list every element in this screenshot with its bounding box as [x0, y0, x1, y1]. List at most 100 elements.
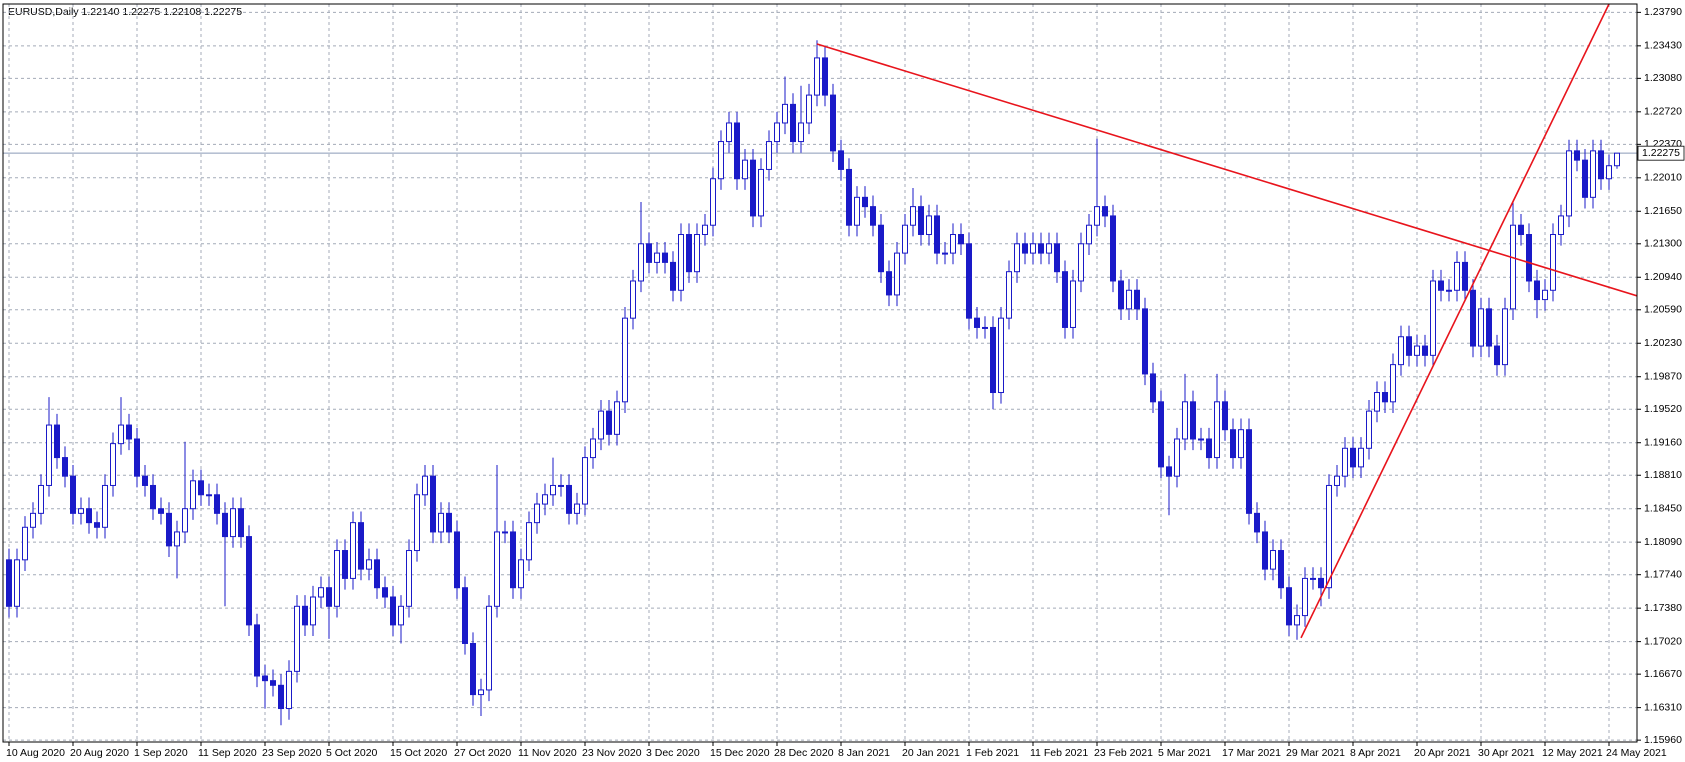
candle-body [150, 484, 156, 510]
candle-body [510, 531, 516, 589]
candle-body [430, 475, 436, 533]
candle-body [310, 596, 316, 626]
candle-body [854, 196, 860, 226]
candle-body [614, 401, 620, 435]
candle-body [1318, 577, 1324, 589]
candle-body [230, 508, 236, 538]
candle-body [558, 484, 564, 487]
candle-body [182, 508, 188, 533]
y-tick-label: 1.16670 [1644, 668, 1682, 680]
candle-body [902, 224, 908, 254]
x-tick-label: 1 Sep 2020 [134, 747, 188, 759]
candle-body [110, 443, 116, 486]
candle-body [958, 234, 964, 245]
candle-body [422, 475, 428, 496]
candle-body [334, 550, 340, 607]
candle-body [94, 522, 100, 528]
x-tick-label: 20 Apr 2021 [1414, 747, 1471, 759]
candle-body [1446, 289, 1452, 292]
x-tick-label: 23 Nov 2020 [582, 747, 642, 759]
candle-body [446, 512, 452, 533]
candle-body [950, 234, 956, 254]
candle-body [1350, 447, 1356, 468]
candle-body [670, 261, 676, 291]
candle-body [14, 559, 20, 607]
candle-body [38, 484, 44, 514]
candle-body [718, 141, 724, 180]
x-tick-label: 11 Sep 2020 [198, 747, 257, 759]
candle-body [1326, 484, 1332, 589]
candle-body [1478, 308, 1484, 347]
candle-body [166, 512, 172, 547]
candle-body [998, 317, 1004, 394]
candle-body [1606, 165, 1612, 180]
candle-body [1574, 150, 1580, 161]
candle-body [318, 587, 324, 598]
trendline [1300, 4, 1610, 639]
candle-body [1614, 152, 1620, 167]
candle-body [1110, 215, 1116, 282]
candle-body [1158, 401, 1164, 468]
y-tick-label: 1.19520 [1644, 403, 1682, 415]
candle-body [1454, 261, 1460, 291]
candle-body [1486, 308, 1492, 347]
candle-body [158, 508, 164, 514]
candle-body [646, 243, 652, 263]
candle-body [70, 475, 76, 514]
candle-body [478, 689, 484, 696]
y-tick-label: 1.23790 [1644, 6, 1682, 18]
candle-body [518, 559, 524, 589]
y-tick-label: 1.21650 [1644, 205, 1682, 217]
candle-body [878, 224, 884, 273]
candle-body [6, 559, 12, 607]
candle-body [174, 531, 180, 547]
candle-body [622, 317, 628, 403]
x-tick-label: 5 Oct 2020 [326, 747, 378, 759]
candle-body [542, 494, 548, 505]
x-tick-label: 11 Feb 2021 [1030, 747, 1088, 759]
candle-body [222, 512, 228, 538]
candle-body [574, 503, 580, 514]
candle-body [606, 410, 612, 435]
candle-body [1566, 150, 1572, 217]
candle-body [1358, 447, 1364, 468]
candle-body [678, 234, 684, 291]
candle-body [374, 559, 380, 589]
y-tick-label: 1.17020 [1644, 635, 1682, 647]
candle-body [86, 508, 92, 524]
candle-body [1150, 373, 1156, 403]
candle-body [1334, 475, 1340, 486]
candle-body [1006, 271, 1012, 319]
candle-body [870, 206, 876, 226]
candle-body [1022, 243, 1028, 254]
candle-body [350, 522, 356, 579]
candle-body [1230, 429, 1236, 459]
candle-body [142, 475, 148, 486]
candle-body [358, 522, 364, 570]
candle-body [1278, 550, 1284, 589]
y-tick-label: 1.20590 [1644, 304, 1682, 316]
y-tick-label: 1.17740 [1644, 568, 1682, 580]
candle-body [798, 122, 804, 143]
candle-body [534, 503, 540, 524]
candles [6, 40, 1620, 726]
candle-body [806, 94, 812, 124]
candle-body [1182, 401, 1188, 440]
candle-body [1070, 280, 1076, 328]
candle-body [982, 326, 988, 329]
candle-body [1470, 289, 1476, 347]
candle-body [1382, 392, 1388, 403]
candle-body [126, 424, 132, 440]
candle-body [502, 531, 508, 534]
y-tick-label: 1.18450 [1644, 502, 1682, 514]
candle-body [470, 642, 476, 696]
candle-body [1534, 280, 1540, 301]
candle-body [414, 494, 420, 552]
candle-body [1142, 308, 1148, 375]
candle-body [1374, 392, 1380, 412]
candle-body [1262, 531, 1268, 570]
candle-body [1390, 364, 1396, 403]
candle-body [238, 508, 244, 538]
candle-body [1222, 401, 1228, 431]
candle-body [46, 424, 52, 486]
